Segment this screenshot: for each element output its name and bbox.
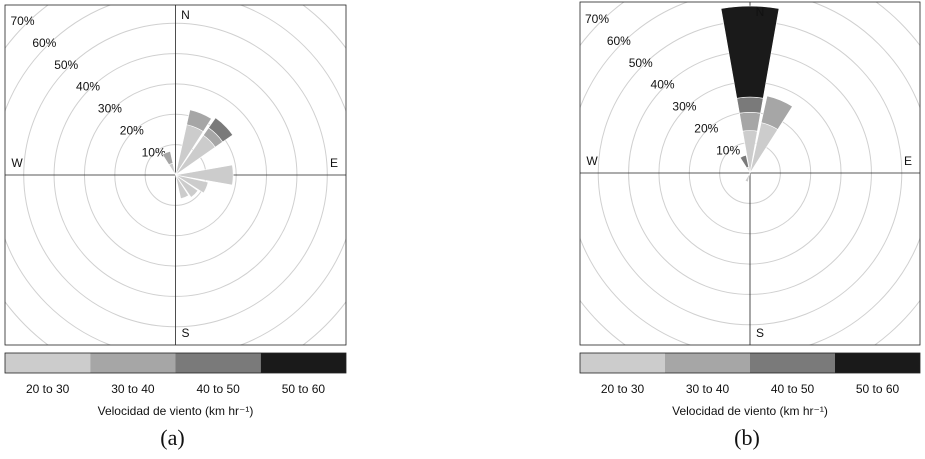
compass-label: E — [330, 156, 338, 170]
ring-label: 40% — [651, 78, 675, 92]
legend-label: 40 to 50 — [771, 382, 815, 396]
ring-label: 80% — [0, 0, 13, 6]
ring-label: 50% — [54, 58, 78, 72]
panel-caption: (b) — [734, 425, 760, 450]
legend-title: Velocidad de viento (km hr⁻¹) — [98, 404, 254, 418]
compass-label: S — [756, 326, 764, 340]
compass-label: S — [181, 326, 189, 340]
petal-segment — [720, 5, 780, 99]
legend-swatch — [665, 353, 750, 373]
ring-label: 30% — [98, 102, 122, 116]
petal-segment — [162, 150, 174, 166]
plot-area: 10% 20% 30% 40% 50% 60% 70% 80% — [563, 0, 920, 345]
petal-segment — [175, 174, 189, 200]
legend-frame — [4, 352, 347, 374]
ring-label: 50% — [629, 56, 653, 70]
compass-label: E — [904, 154, 912, 168]
ring-label: 60% — [32, 36, 56, 50]
ring-label: 40% — [76, 80, 100, 94]
petal-segment — [739, 154, 750, 169]
legend-frame — [579, 352, 921, 374]
petal-segment — [175, 164, 234, 186]
panel: 10% 20% 30% 40% 50% 60% 70% 80% N E S W 20 to 30 30 t… — [563, 0, 921, 450]
legend-label: 20 to 30 — [26, 382, 70, 396]
legend-label: 30 to 40 — [686, 382, 730, 396]
petal-segment — [168, 162, 176, 176]
ring-label: 60% — [607, 34, 631, 48]
legend-swatch — [90, 353, 176, 373]
compass-label: N — [756, 5, 765, 19]
compass-label: N — [181, 8, 190, 22]
ring-label: 10% — [716, 143, 740, 157]
petal-segment — [739, 111, 761, 132]
panel-caption: (a) — [160, 425, 184, 450]
ring-label: 70% — [10, 14, 34, 28]
legend-swatch — [835, 353, 920, 373]
petal-segment — [186, 109, 212, 132]
legend-swatch — [175, 353, 261, 373]
petal-segment — [736, 96, 764, 114]
petal-segment — [760, 95, 793, 130]
legend-label: 50 to 60 — [856, 382, 900, 396]
plot-frame — [4, 4, 347, 346]
plot-frame — [579, 1, 921, 346]
ring-label: 20% — [120, 123, 144, 137]
ring-label: 70% — [585, 12, 609, 26]
petal-segment — [744, 172, 751, 183]
legend-swatch — [5, 353, 91, 373]
petal-segment — [208, 117, 234, 143]
legend-swatch — [580, 353, 665, 373]
ring-label: 30% — [672, 100, 696, 114]
ring-label: 10% — [142, 145, 166, 159]
panel: 10% 20% 30% 40% 50% 60% 70% 80% N E S W 20 to 30 30 t… — [0, 0, 347, 450]
legend-title: Velocidad de viento (km hr⁻¹) — [672, 404, 828, 418]
ring-label: 80% — [563, 0, 587, 4]
compass-label: W — [11, 156, 23, 170]
ring-label: 20% — [694, 121, 718, 135]
petal-segment — [175, 174, 209, 194]
plot-area: 10% 20% 30% 40% 50% 60% 70% 80% — [0, 0, 346, 345]
legend-label: 30 to 40 — [111, 382, 155, 396]
legend-label: 50 to 60 — [282, 382, 326, 396]
legend-label: 20 to 30 — [601, 382, 645, 396]
legend-swatch — [750, 353, 835, 373]
legend-label: 40 to 50 — [196, 382, 240, 396]
legend-swatch — [260, 353, 346, 373]
compass-label: W — [586, 154, 598, 168]
petal-segment — [175, 174, 199, 198]
